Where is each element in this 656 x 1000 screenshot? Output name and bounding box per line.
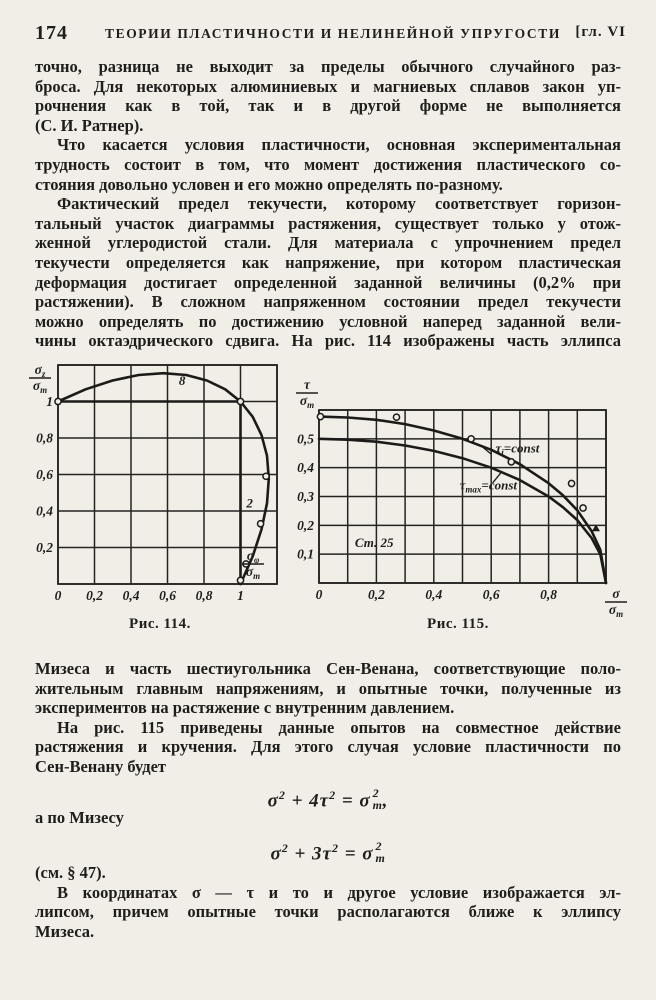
y-tick-label: 1 <box>46 394 53 409</box>
x-tick-label: 0,4 <box>123 588 140 603</box>
curve-mises-ellipse <box>56 371 271 586</box>
mid-paragraphs: Мизеса и часть шестиугольника Сен-Венана… <box>35 659 621 777</box>
text-line: Мизеса. <box>35 921 95 941</box>
chart-annotation-text: τi=const <box>496 441 540 458</box>
data-point <box>567 479 576 488</box>
text-line: экспериментов на растяжение с внутренним… <box>35 698 455 718</box>
chart-annotation-text: σφ <box>247 548 260 565</box>
y-tick-label: 0,1 <box>297 547 314 562</box>
figure-114-caption: Рис. 114. <box>129 616 191 632</box>
text-line: (С. И. Ратнер). <box>35 115 144 135</box>
x-tick-label: 0,6 <box>483 587 500 602</box>
x-tick-label: 0,4 <box>425 587 442 602</box>
chart-annotation-text: σ <box>612 586 620 601</box>
text-line: Фактический предел текучести, которому с… <box>57 194 621 214</box>
data-point <box>467 434 475 443</box>
text-block-bottom: Мизеса и часть шестиугольника Сен-Венана… <box>35 659 621 942</box>
data-point <box>236 576 245 585</box>
y-tick-label: 0,4 <box>297 460 314 475</box>
text-line: стояния довольно условен и его можно опр… <box>35 174 503 194</box>
text-line: рочнения как в той, так и в другой форме… <box>35 96 621 116</box>
curve-saint-venant-hexagon-part <box>56 400 242 586</box>
y-tick-label: 0,2 <box>36 540 53 555</box>
chart-annotation-text: σт <box>300 393 314 410</box>
chart-annotation-text: σт <box>609 602 623 619</box>
text-block-top: точно, разница не выходит за пределы обы… <box>35 57 621 351</box>
chart-annotation-text: τmax=const <box>460 477 518 494</box>
x-tick-label: 0,6 <box>159 588 176 603</box>
y-tick-label: 0,3 <box>297 489 314 504</box>
text-line: Что касается условия пластичности, основ… <box>57 135 621 155</box>
chart-annotation-text: Ст. 25 <box>355 535 394 550</box>
text-line: тальный участок диаграммы растяжения, су… <box>35 213 621 233</box>
data-point <box>262 472 270 481</box>
chart-annotation-text: 8 <box>179 373 186 388</box>
figure-115-chart: 0 0,2 0,4 0,6 0,8 0,5 0,4 0,3 0,2 0,1 τi=const τmax… <box>296 377 627 619</box>
data-point <box>507 458 516 466</box>
data-point <box>256 519 265 528</box>
text-line: Сен-Венану будет <box>35 756 167 776</box>
x-tick-label: 0,2 <box>368 587 385 602</box>
y-tick-label: 0,5 <box>297 431 314 446</box>
figure-115-caption: Рис. 115. <box>427 616 489 632</box>
curve-tau-i-const <box>317 415 608 585</box>
x-tick-label: 0,8 <box>196 588 213 603</box>
text-line: деформация достигает определенной заданн… <box>35 272 621 292</box>
y-tick-label: 0,8 <box>36 431 53 446</box>
text-line: чины октаэдрического сдвига. На рис. 114… <box>35 331 621 351</box>
end-paragraphs: В координатах σ — τ и то и другое услови… <box>35 883 621 942</box>
text-line: трудность состоит в том, что момент дост… <box>35 154 621 174</box>
text-line: В координатах σ — τ и то и другое услови… <box>57 882 621 902</box>
chapter-marker: [гл. VI <box>575 24 626 40</box>
y-tick-label: 0,4 <box>36 504 53 519</box>
x-tick-label: 0,8 <box>540 587 557 602</box>
chart-annotation-text: 2 <box>245 495 253 510</box>
text-line: жительным главным напряжениям, и опытные… <box>35 678 621 698</box>
running-title: ТЕОРИИ ПЛАСТИЧНОСТИ И НЕЛИНЕЙНОЙ УПРУГОС… <box>105 26 561 41</box>
data-point <box>316 412 325 421</box>
x-tick-label: 0 <box>55 588 62 603</box>
chart-annotation-text: σт <box>33 378 47 395</box>
data-point <box>579 504 587 512</box>
x-tick-label: 1 <box>237 588 244 603</box>
y-tick-label: 0,6 <box>36 467 53 482</box>
text-line: текучести определяется как напряжение, п… <box>35 252 621 272</box>
curve-tau-max-const <box>317 437 608 585</box>
data-point-triangle <box>591 524 600 532</box>
chart-annotation-text: τ <box>304 377 311 392</box>
text-line: (см. § 47). <box>35 863 106 883</box>
data-point <box>236 397 245 406</box>
text-line: можно определять по достижению условной … <box>35 311 621 331</box>
plot-frame <box>318 409 607 584</box>
text-line: точно, разница не выходит за пределы обы… <box>35 57 621 76</box>
text-line: растяжения и кручения. Для этого случая … <box>35 737 621 757</box>
data-point <box>392 413 401 422</box>
page-header: 174 ТЕОРИИ ПЛАСТИЧНОСТИ И НЕЛИНЕЙНОЙ УПР… <box>35 22 626 46</box>
chart-annotation-text: σт <box>246 564 260 581</box>
chart-annotation-text: σz <box>35 362 46 379</box>
text-line: На рис. 115 приведены данные опытов на с… <box>57 717 621 737</box>
text-line: растяжении). В сложном напряженном состо… <box>35 292 621 312</box>
text-line: женной углеродистой стали. Для материала… <box>35 233 621 253</box>
annotation-leader <box>492 471 502 484</box>
y-tick-label: 0,2 <box>297 518 314 533</box>
text-line: а по Мизесу <box>35 807 124 827</box>
x-tick-label: 0 <box>316 587 323 602</box>
data-point <box>54 397 62 406</box>
x-tick-label: 0,2 <box>86 588 103 603</box>
plot-frame <box>57 364 278 585</box>
annotation-leader <box>479 444 492 455</box>
page-number: 174 <box>35 22 68 44</box>
text-line: липсом, причем опытные точки располагают… <box>35 902 621 922</box>
text-line: броса. Для некоторых алюминиевых и магни… <box>35 76 621 96</box>
text-line: Мизеса и часть шестиугольника Сен-Венана… <box>35 659 621 678</box>
